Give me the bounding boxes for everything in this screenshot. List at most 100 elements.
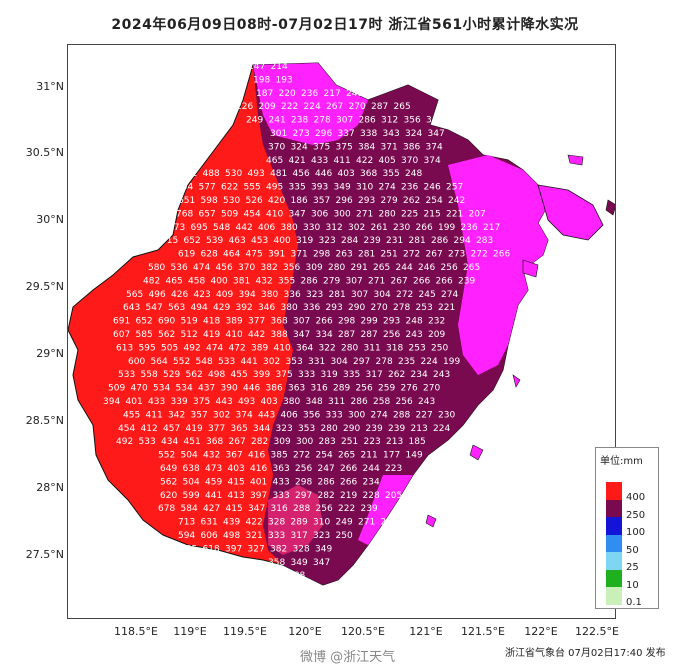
color-legend: 单位:mm 400 250 100 50 25 10 0.1 (595, 447, 659, 609)
rain-value: 594 (178, 531, 195, 541)
rain-value: 271 (356, 209, 373, 219)
rain-value: 577 (199, 183, 216, 193)
rain-value: 454 (244, 209, 261, 219)
rain-value: 244 (381, 518, 398, 528)
rain-value: 400 (274, 236, 291, 246)
rain-value: 423 (194, 290, 211, 300)
rain-value: 219 (340, 491, 357, 501)
rain-value: 410 (274, 343, 291, 353)
rain-value: 389 (226, 317, 243, 327)
rain-value: 207 (469, 209, 486, 219)
rain-value: 368 (360, 169, 377, 179)
rain-value: 302 (348, 223, 365, 233)
rain-value: 470 (131, 384, 148, 394)
rain-value: 381 (233, 276, 250, 286)
rain-value: 236 (301, 89, 318, 99)
rain-value: 505 (161, 343, 178, 353)
rain-value: 289 (291, 518, 308, 528)
rain-value: 492 (116, 437, 133, 447)
rain-value: 552 (173, 357, 190, 367)
rain-value: 222 (281, 102, 298, 112)
rain-value: 421 (289, 156, 306, 166)
rain-value: 343 (426, 116, 443, 126)
rain-value: 246 (418, 263, 435, 273)
rain-value: 488 (203, 169, 220, 179)
rain-value: 273 (448, 250, 465, 260)
rain-value: 394 (103, 397, 120, 407)
rain-value: 274 (441, 290, 458, 300)
rain-value: 374 (424, 156, 441, 166)
rain-value: 356 (303, 410, 320, 420)
rain-value: 311 (328, 397, 345, 407)
rain-value: 652 (136, 317, 153, 327)
rain-value: 205 (385, 491, 402, 501)
lon-label-122-5: 122.5°E (575, 625, 619, 638)
rain-value: 552 (158, 451, 175, 461)
rain-value: 266 (416, 223, 433, 233)
rain-value: 327 (248, 544, 265, 554)
rain-value: 300 (348, 410, 365, 420)
rain-value: 232 (428, 317, 445, 327)
rain-value: 512 (181, 330, 198, 340)
rain-value: 394 (239, 290, 256, 300)
rain-value: 257 (446, 183, 463, 193)
rain-value: 307 (336, 116, 353, 126)
rain-value: 363 (288, 384, 305, 394)
rain-value: 536 (171, 263, 188, 273)
rain-value: 432 (256, 276, 273, 286)
rain-value: 221 (446, 209, 463, 219)
rain-value: 443 (216, 397, 233, 407)
rain-value: 296 (315, 129, 332, 139)
lon-label-120-5: 120.5°E (341, 625, 385, 638)
rain-value: 342 (168, 410, 185, 420)
rain-value: 492 (184, 343, 201, 353)
rain-value: 244 (363, 464, 380, 474)
rain-value: 416 (248, 451, 265, 461)
rain-value: 673 (168, 223, 185, 233)
lat-label-27-5: 27.5°N (25, 548, 64, 561)
rain-value: 253 (416, 303, 433, 313)
rain-value: 250 (431, 343, 448, 353)
rain-value: 768 (176, 209, 193, 219)
rain-value: 418 (203, 317, 220, 327)
rain-value: 256 (383, 330, 400, 340)
map-title: 2024年06月09日08时-07月02日17时 浙江省561小时累计降水实况 (111, 17, 579, 33)
rain-value: 288 (293, 504, 310, 514)
map-frame[interactable]: 147 214 198 193 187 220 236 217 241 226 209 222 224 2… (67, 44, 616, 619)
rain-value: 377 (248, 317, 265, 327)
rain-value: 347 (428, 129, 445, 139)
rain-value: 239 (364, 236, 381, 246)
rain-value: 529 (163, 370, 180, 380)
rain-value: 401 (126, 397, 143, 407)
lat-label-31: 31°N (36, 80, 64, 93)
rain-value: 322 (319, 343, 336, 353)
rain-value: 337 (338, 129, 355, 139)
rain-value: 283 (476, 236, 493, 246)
rain-value: 374 (426, 142, 443, 152)
lon-label-119: 119°E (173, 625, 207, 638)
rain-value: 399 (253, 370, 270, 380)
rain-value: 409 (216, 290, 233, 300)
rain-value: 272 (293, 451, 310, 461)
rain-value: 245 (419, 290, 436, 300)
rain-value: 306 (311, 209, 328, 219)
rain-value: 324 (405, 129, 422, 139)
rain-value: 294 (454, 236, 471, 246)
legend-label-3: 50 (626, 544, 639, 556)
rain-value: 267 (326, 102, 343, 112)
rain-value: 377 (208, 424, 225, 434)
rain-value: 225 (401, 209, 418, 219)
rain-value: 299 (361, 317, 378, 327)
rain-value: 415 (228, 477, 245, 487)
rain-value: 284 (341, 236, 358, 246)
rain-value: 403 (228, 464, 245, 474)
rain-value: 443 (258, 410, 275, 420)
rain-value: 209 (259, 102, 276, 112)
rain-value: 555 (244, 183, 261, 193)
rain-value: 631 (201, 518, 218, 528)
rain-value: 530 (225, 169, 242, 179)
rain-value: 293 (358, 196, 375, 206)
rain-value: 519 (181, 317, 198, 327)
rain-value: 433 (311, 156, 328, 166)
rain-value: 375 (313, 142, 330, 152)
